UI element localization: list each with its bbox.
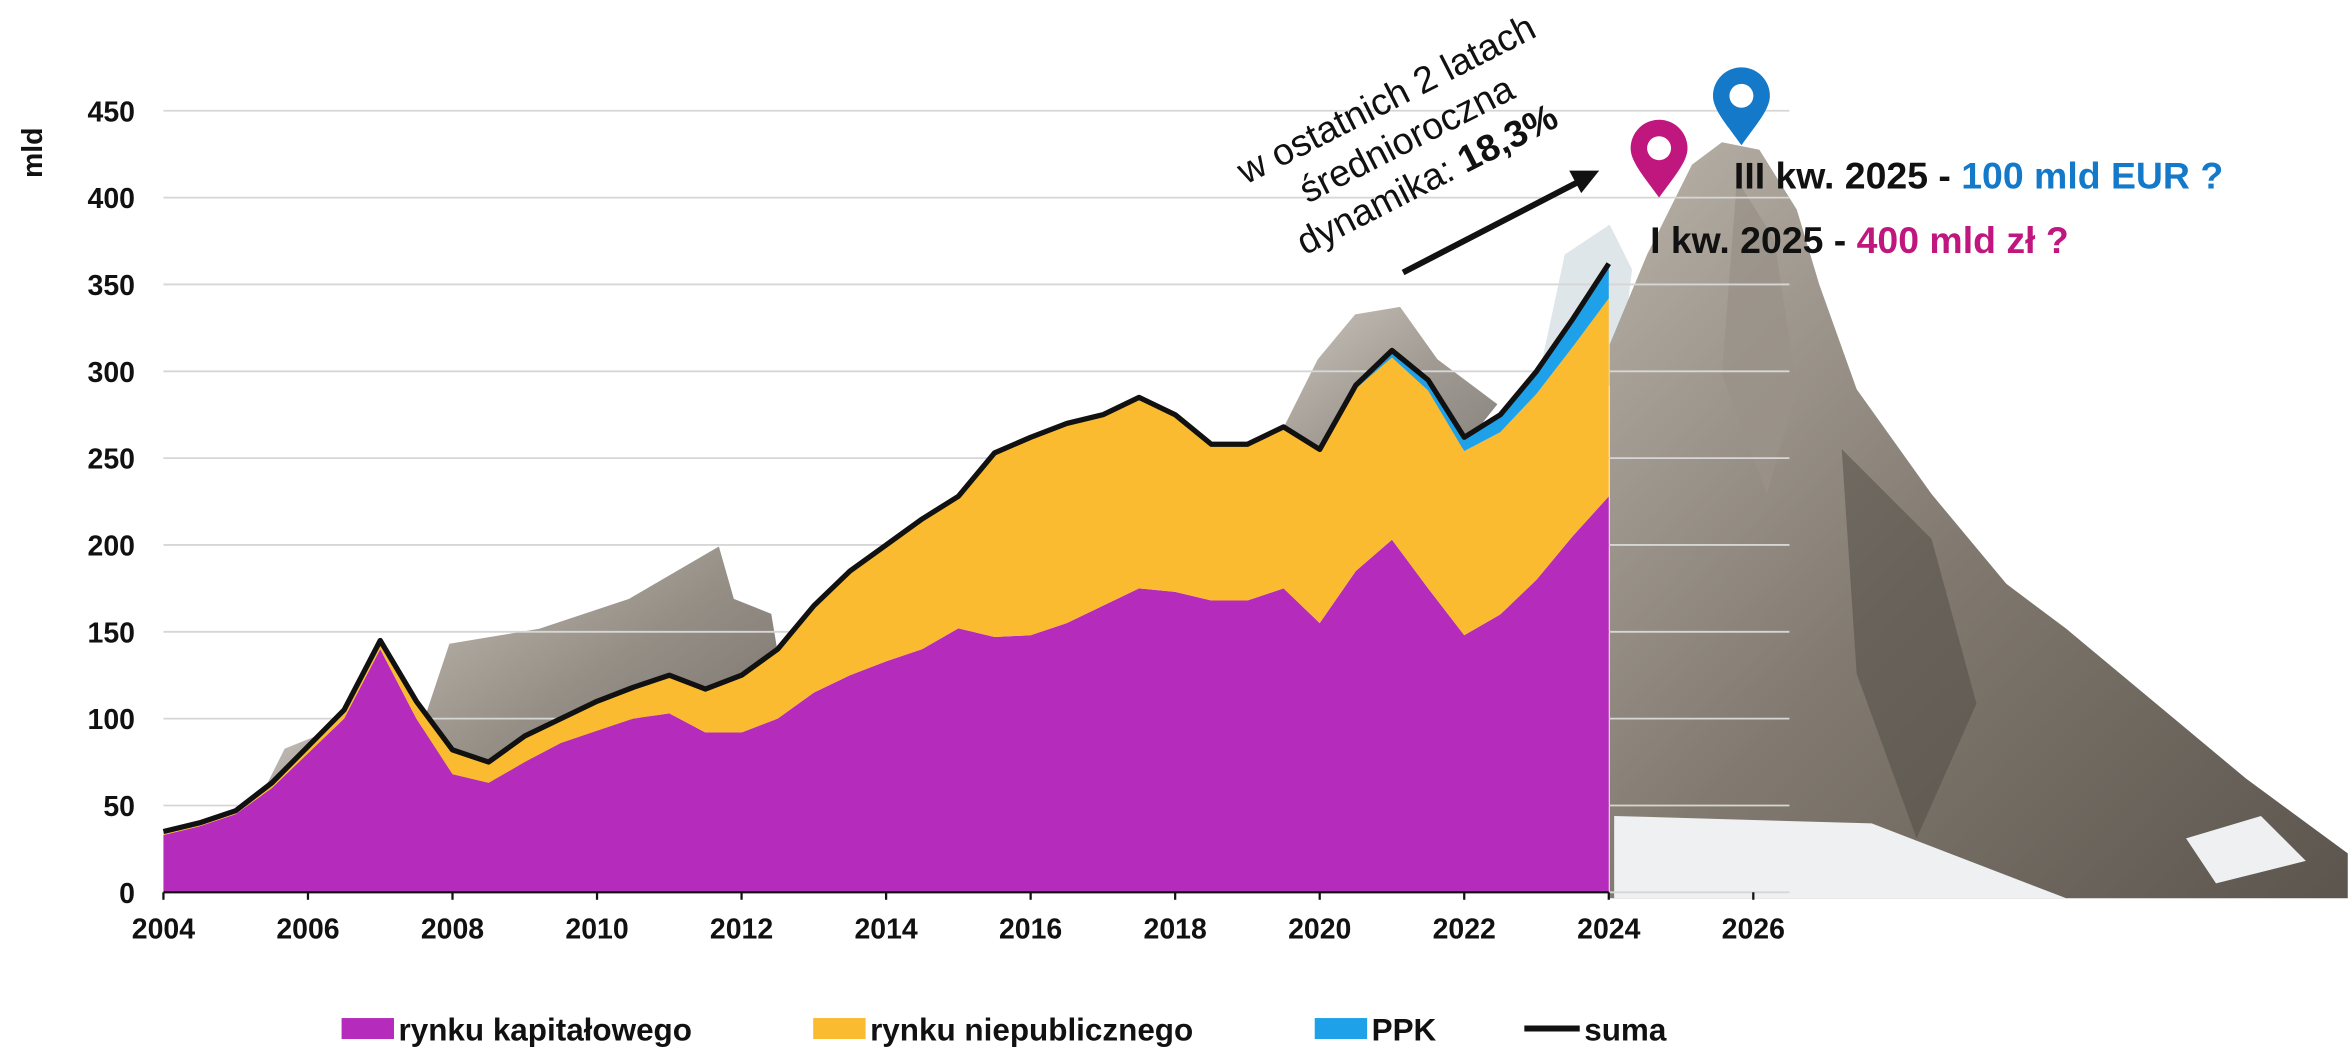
target-label: III kw. 2025 - 100 mld EUR ?	[1734, 155, 2223, 197]
y-tick-label: 300	[88, 357, 135, 389]
growth-annotation: w ostatnich 2 latach średnioroczna dynam…	[1229, 5, 1564, 262]
x-tick-label: 2012	[710, 914, 773, 946]
x-tick-label: 2016	[999, 914, 1062, 946]
legend-label: suma	[1584, 1013, 1667, 1048]
legend-swatch	[1314, 1018, 1368, 1040]
y-tick-label: 100	[88, 704, 135, 736]
sum-line	[162, 262, 1611, 835]
y-axis-label: mld	[17, 127, 49, 178]
y-tick-label: 50	[103, 791, 135, 823]
legend: rynku kapitałowego rynku niepublicznego PP…	[341, 1013, 1667, 1048]
y-tick-label: 350	[88, 270, 135, 302]
arrow	[1401, 170, 1600, 276]
y-tick-label: 0	[119, 878, 135, 910]
x-tick-label: 2026	[1722, 914, 1785, 946]
y-tick-label: 250	[88, 444, 135, 476]
x-tick-label: 2018	[1144, 914, 1207, 946]
y-tick-label: 200	[88, 530, 135, 562]
legend-swatch	[341, 1018, 394, 1040]
target-text: I kw. 2025 -	[1650, 219, 1857, 261]
target-label: I kw. 2025 - 400 mld zł ?	[1650, 219, 2069, 261]
target-value: 100 mld EUR ?	[1961, 155, 2223, 197]
y-tick-label: 400	[88, 183, 135, 215]
legend-label: PPK	[1372, 1013, 1437, 1048]
y-tick-label: 450	[88, 96, 135, 128]
pin	[1630, 67, 1770, 198]
x-tick-label: 2010	[565, 914, 628, 946]
target-text: III kw. 2025 -	[1734, 155, 1961, 197]
legend-label: rynku niepublicznego	[870, 1013, 1193, 1048]
legend-swatch	[813, 1018, 866, 1040]
x-tick-label: 2006	[276, 914, 339, 946]
x-tick-label: 2022	[1433, 914, 1496, 946]
areas	[162, 262, 1611, 893]
x-tick-label: 2020	[1288, 914, 1351, 946]
x-tick-label: 2014	[854, 914, 917, 946]
y-tick-label: 150	[88, 617, 135, 649]
x-tick-label: 2024	[1577, 914, 1640, 946]
legend-label: rynku kapitałowego	[398, 1013, 691, 1048]
target-value: 400 mld zł ?	[1857, 219, 2069, 261]
x-tick-label: 2008	[421, 914, 484, 946]
x-tick-label: 2004	[132, 914, 195, 946]
area	[163, 298, 1609, 835]
axes: 0 50 100 150 200 250 300 350 400 450 2004 2006 2008 2…	[88, 96, 1785, 945]
area	[1283, 263, 1609, 452]
area	[163, 496, 1609, 893]
